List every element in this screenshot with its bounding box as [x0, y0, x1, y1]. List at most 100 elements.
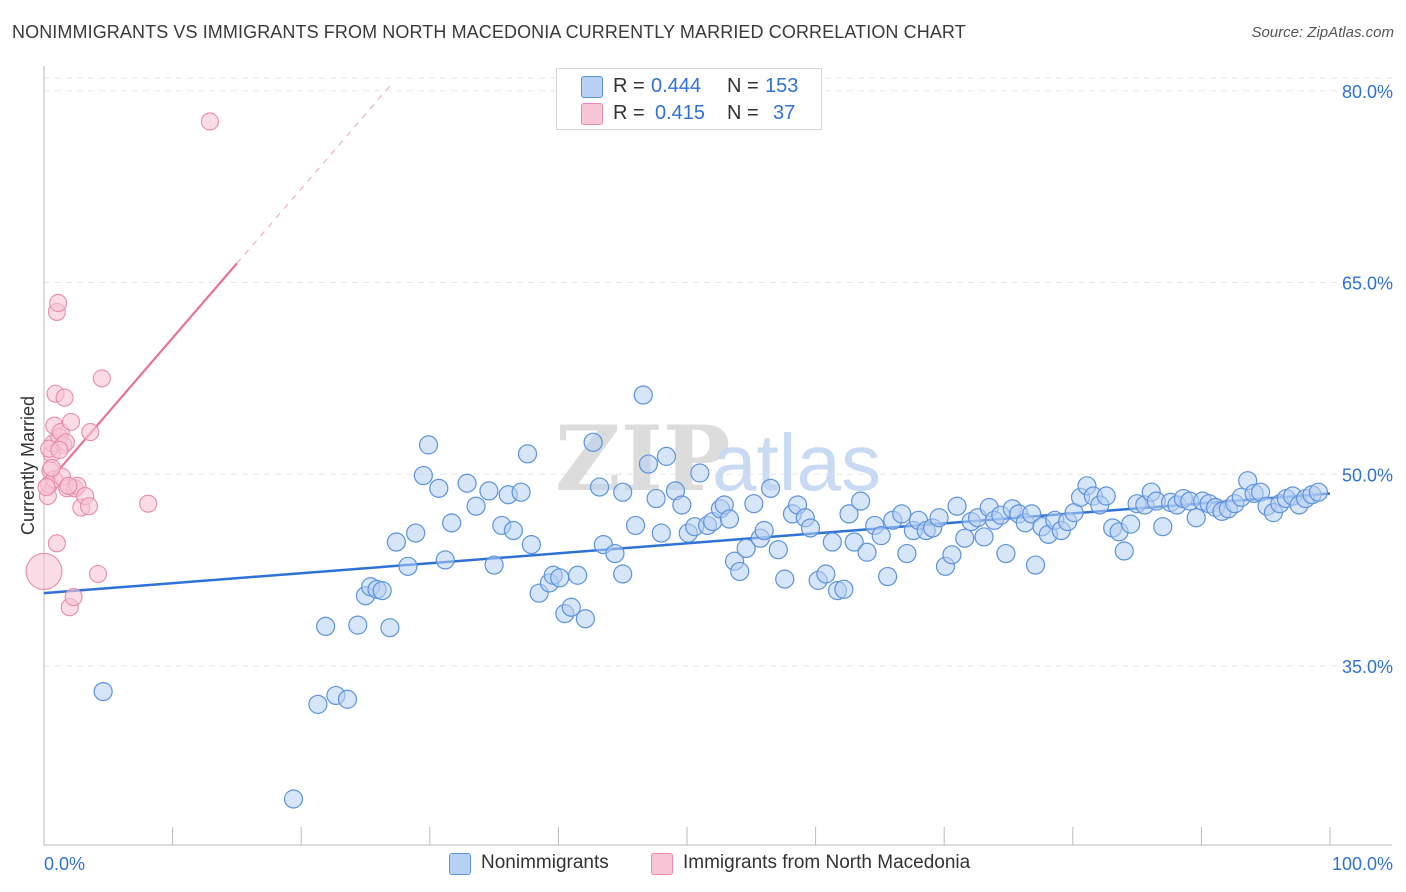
point-nonimmigrants [406, 523, 426, 543]
point-immigrants [37, 478, 56, 497]
point-nonimmigrants [851, 491, 871, 511]
point-nonimmigrants [892, 504, 912, 524]
x-tick-label-max: 100.0% [1332, 854, 1393, 874]
legend-r-value: 0.444 [651, 75, 702, 97]
point-nonimmigrants [413, 465, 433, 486]
point-nonimmigrants [942, 545, 962, 565]
point-nonimmigrants [479, 481, 499, 501]
point-nonimmigrants [822, 532, 842, 552]
point-nonimmigrants [517, 444, 538, 464]
legend-swatch-pink [651, 853, 673, 875]
point-nonimmigrants [1308, 482, 1329, 502]
point-nonimmigrants [633, 385, 653, 405]
point-immigrants [49, 293, 68, 313]
point-immigrants [59, 476, 78, 495]
point-immigrants [88, 564, 108, 584]
point-immigrants [64, 587, 83, 607]
point-nonimmigrants [744, 494, 764, 514]
trend-line-immigrants [43, 262, 238, 488]
point-nonimmigrants [613, 482, 633, 502]
chart-title: NONIMMIGRANTS VS IMMIGRANTS FROM NORTH M… [12, 22, 966, 42]
point-nonimmigrants [372, 581, 392, 601]
point-nonimmigrants [646, 488, 666, 509]
point-nonimmigrants [521, 534, 541, 555]
point-nonimmigrants [754, 520, 774, 541]
point-nonimmigrants [672, 495, 692, 515]
point-nonimmigrants [760, 478, 781, 498]
legend-label-immigrants: Immigrants from North Macedonia [683, 852, 971, 873]
point-nonimmigrants [690, 463, 710, 483]
point-nonimmigrants [583, 432, 603, 452]
legend-label-nonimmigrants: Nonimmigrants [481, 852, 609, 873]
point-nonimmigrants [834, 579, 854, 599]
point-immigrants [55, 388, 74, 407]
point-immigrants [47, 534, 66, 553]
point-nonimmigrants [719, 509, 740, 529]
point-immigrants [50, 440, 69, 460]
legend-swatch-blue [449, 853, 471, 875]
point-immigrants [200, 112, 219, 131]
y-tick-label: 35.0% [1342, 657, 1393, 677]
point-nonimmigrants [638, 454, 659, 474]
point-nonimmigrants [316, 616, 336, 637]
point-nonimmigrants [511, 482, 531, 502]
y-axis-label: Currently Married [18, 395, 38, 535]
y-tick-label: 80.0% [1342, 82, 1393, 102]
point-nonimmigrants [730, 561, 750, 582]
point-nonimmigrants [878, 566, 898, 587]
point-nonimmigrants [398, 556, 418, 576]
point-nonimmigrants [568, 565, 588, 585]
point-immigrants [79, 497, 99, 516]
point-nonimmigrants [589, 477, 610, 497]
data-points [25, 112, 1329, 809]
point-nonimmigrants [503, 520, 523, 541]
point-nonimmigrants [857, 542, 877, 562]
point-nonimmigrants [625, 515, 646, 536]
point-nonimmigrants [1186, 508, 1206, 528]
point-nonimmigrants [651, 523, 671, 543]
point-nonimmigrants [1153, 517, 1173, 537]
point-immigrants [61, 412, 81, 431]
x-tick-label-min: 0.0% [44, 854, 85, 874]
point-nonimmigrants [605, 543, 625, 564]
point-nonimmigrants [947, 496, 967, 516]
point-nonimmigrants [1114, 541, 1134, 561]
point-nonimmigrants [800, 518, 821, 538]
point-nonimmigrants [929, 508, 949, 528]
legend-r-value: 0.415 [655, 102, 706, 124]
point-nonimmigrants [435, 550, 455, 570]
point-nonimmigrants [839, 504, 859, 524]
point-nonimmigrants [442, 513, 462, 533]
point-nonimmigrants [955, 528, 975, 548]
point-nonimmigrants [656, 446, 677, 466]
point-nonimmigrants [308, 694, 328, 714]
point-nonimmigrants [418, 435, 439, 455]
legend-n-label: N = [727, 75, 759, 97]
trend-extension-immigrants [236, 83, 392, 264]
point-immigrants [81, 423, 100, 442]
legend-swatch-pink [581, 103, 603, 125]
point-immigrants [42, 458, 61, 477]
point-nonimmigrants [736, 538, 756, 559]
point-nonimmigrants [380, 618, 400, 638]
legend-r-label: R = [613, 75, 645, 97]
tick-labels: 35.0% 50.0% 65.0% 80.0% 0.0% 100.0% [44, 82, 1393, 874]
source-label: Source: ZipAtlas.com [1251, 24, 1394, 41]
point-nonimmigrants [484, 555, 504, 575]
point-nonimmigrants [775, 569, 795, 589]
legend-n-value: 37 [773, 102, 796, 124]
point-immigrants [92, 369, 111, 388]
point-nonimmigrants [1022, 504, 1042, 524]
point-nonimmigrants [337, 689, 358, 709]
point-nonimmigrants [768, 540, 788, 560]
y-tick-label: 65.0% [1342, 274, 1393, 294]
point-nonimmigrants [871, 526, 891, 546]
legend-n-label: N = [727, 102, 759, 124]
point-nonimmigrants [93, 681, 113, 702]
legend-swatch-blue [581, 76, 603, 98]
point-nonimmigrants [1096, 486, 1116, 506]
point-nonimmigrants [386, 532, 406, 552]
trend-lines [43, 83, 1331, 595]
